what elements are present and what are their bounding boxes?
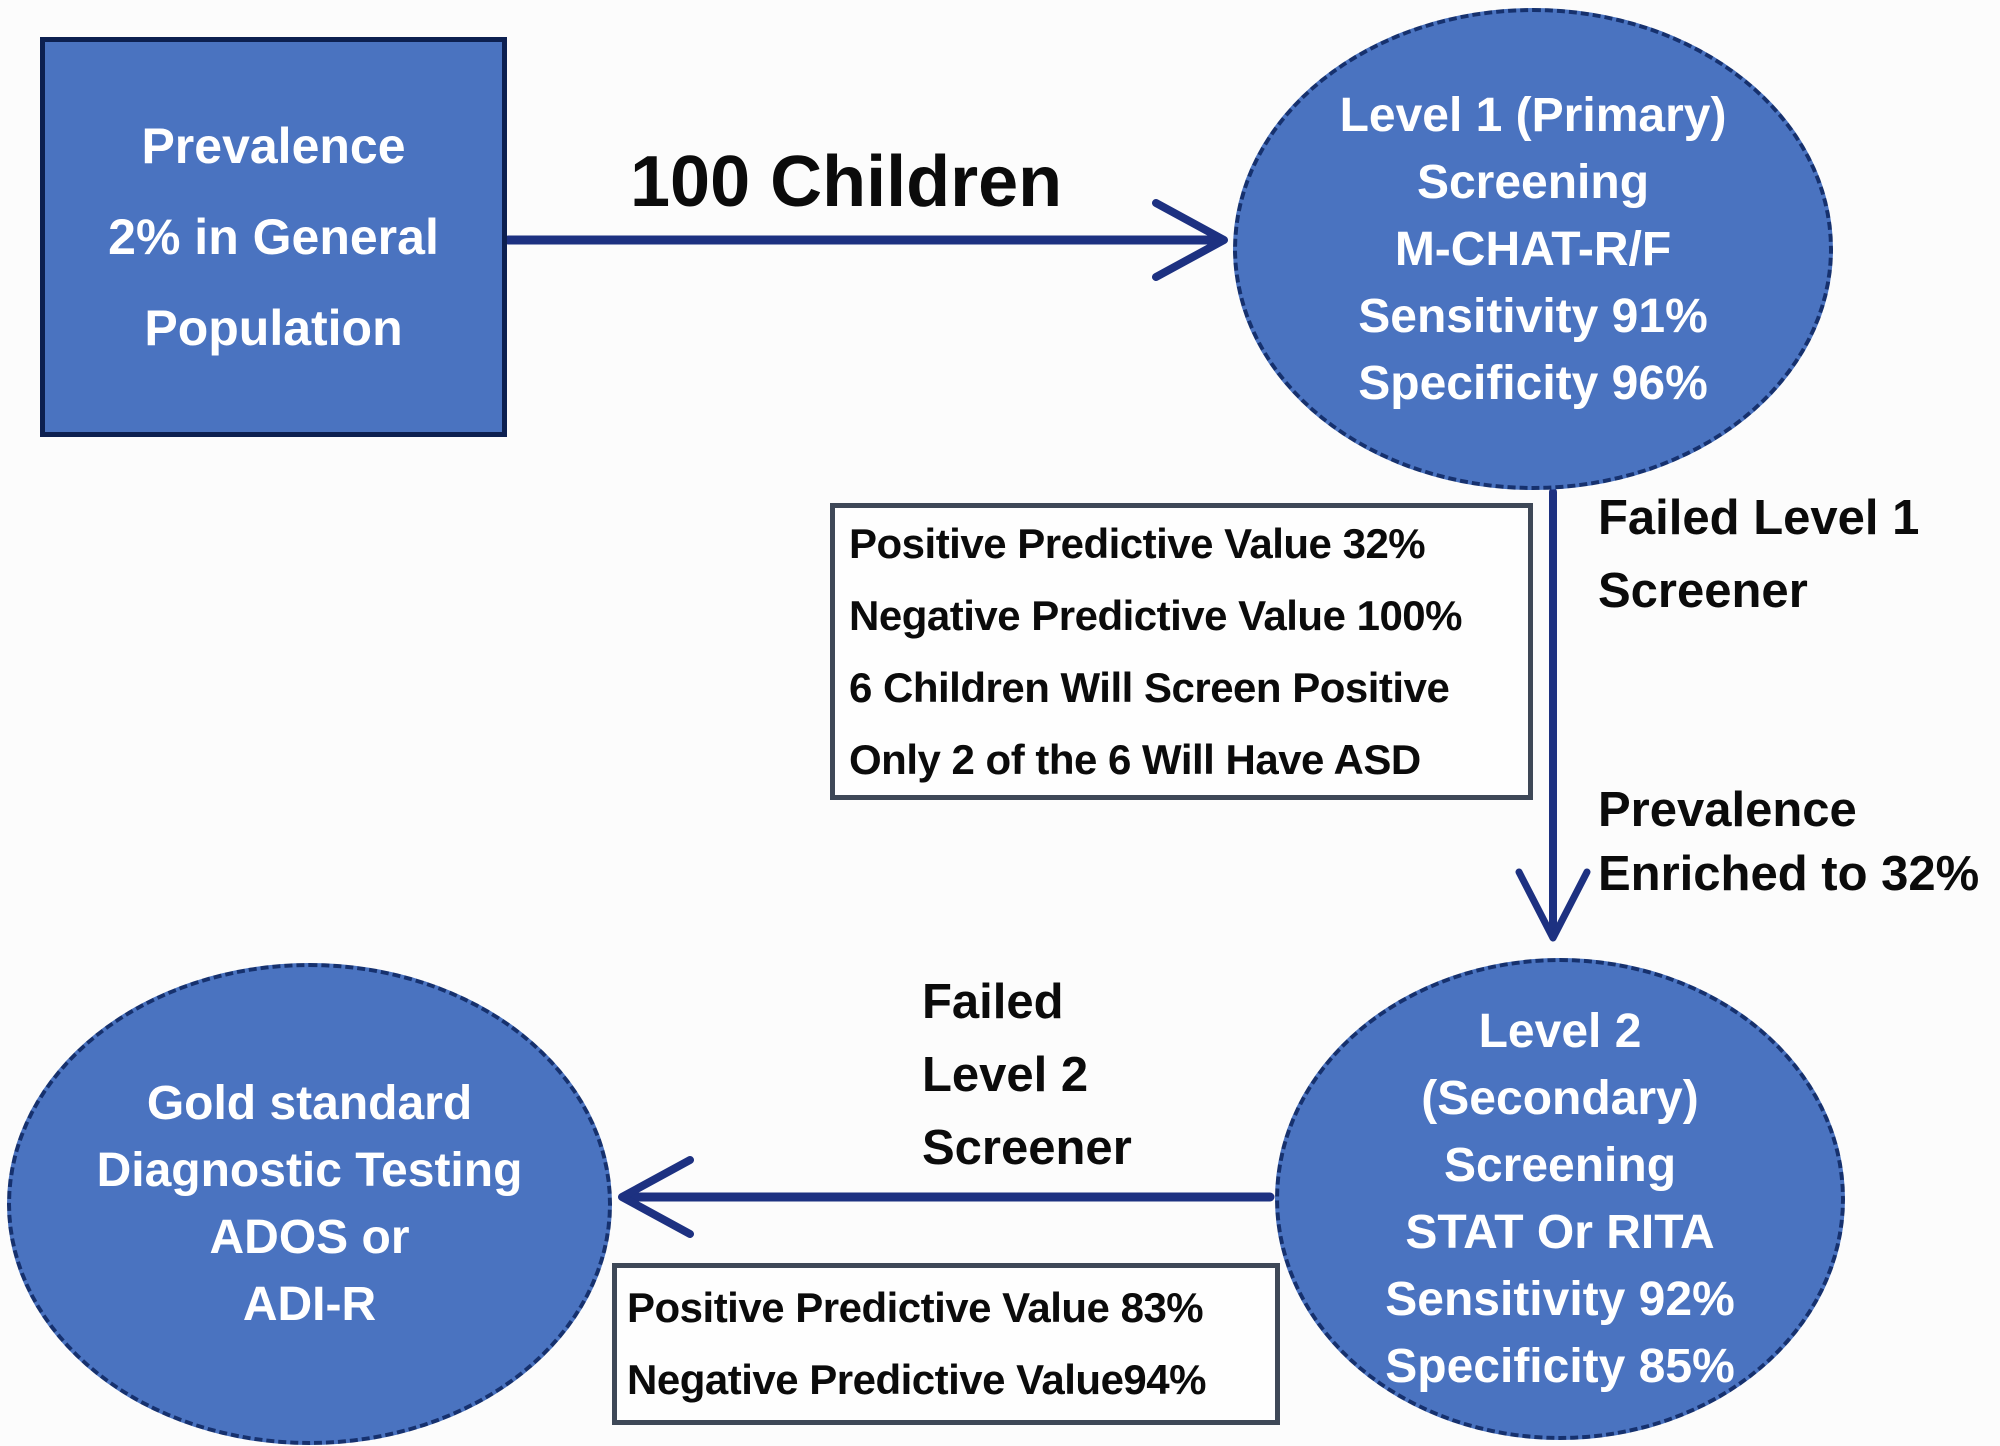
prevalence-line: Prevalence (141, 117, 406, 174)
failed-level2-line: Failed (922, 975, 1064, 1029)
gold-line: ADI-R (242, 1278, 377, 1331)
failed-level2-line: Level 2 (922, 1048, 1089, 1102)
gold-line: Diagnostic Testing (96, 1144, 523, 1197)
arrow-failed-level1-head-icon (1515, 868, 1591, 942)
level1-screening-node: Level 1 (Primary) Screening M-CHAT-R/F S… (1233, 8, 1833, 490)
level1-line: Level 1 (Primary) (1339, 88, 1727, 142)
level1-predictive-value-box: Positive Predictive Value 32% Negative P… (830, 503, 1533, 800)
level1-line: M-CHAT-R/F (1394, 222, 1672, 276)
ppv1-line: 6 Children Will Screen Positive (849, 663, 1450, 711)
level2-line: Specificity 85% (1385, 1340, 1735, 1393)
children-count-label: 100 Children (630, 142, 1063, 222)
level2-line: STAT Or RITA (1405, 1206, 1715, 1259)
level2-line: Screening (1443, 1139, 1677, 1192)
level2-predictive-value-box: Positive Predictive Value 83% Negative P… (612, 1263, 1280, 1425)
failed-level1-label: Failed Level 1 Screener (1598, 482, 1919, 628)
failed-level1-line: Screener (1598, 564, 1808, 618)
failed-level2-line: Screener (922, 1121, 1132, 1175)
arrow-failed-level2-head-icon (618, 1156, 694, 1238)
level2-screening-node: Level 2 (Secondary) Screening STAT Or RI… (1275, 958, 1845, 1440)
ppv2-line: Positive Predictive Value 83% (627, 1284, 1204, 1331)
failed-level2-label: Failed Level 2 Screener (922, 966, 1132, 1185)
gold-line: ADOS or (209, 1211, 410, 1264)
gold-standard-node: Gold standard Diagnostic Testing ADOS or… (7, 963, 612, 1445)
prevalence-node: Prevalence 2% in General Population (40, 37, 507, 437)
level2-line: Level 2 (1478, 1005, 1642, 1058)
prevalence-enriched-line: Prevalence (1598, 783, 1857, 837)
prevalence-enriched-line: Enriched to 32% (1598, 847, 1980, 901)
level1-line: Screening (1416, 155, 1650, 209)
ppv1-line: Only 2 of the 6 Will Have ASD (849, 735, 1421, 783)
prevalence-line: Population (144, 299, 403, 356)
level1-line: Sensitivity 91% (1358, 289, 1708, 343)
gold-line: Gold standard (146, 1077, 473, 1130)
failed-level1-line: Failed Level 1 (1598, 491, 1920, 545)
level2-line: Sensitivity 92% (1385, 1273, 1735, 1326)
prevalence-enriched-label: Prevalence Enriched to 32% (1598, 778, 1979, 906)
level2-line: (Secondary) (1421, 1072, 1699, 1125)
ppv1-line: Negative Predictive Value 100% (849, 591, 1463, 639)
arrow-100-children-head-icon (1152, 199, 1228, 281)
ppv1-line: Positive Predictive Value 32% (849, 519, 1426, 567)
level1-line: Specificity 96% (1358, 356, 1708, 410)
prevalence-line: 2% in General (108, 208, 439, 265)
ppv2-line: Negative Predictive Value94% (627, 1356, 1206, 1403)
